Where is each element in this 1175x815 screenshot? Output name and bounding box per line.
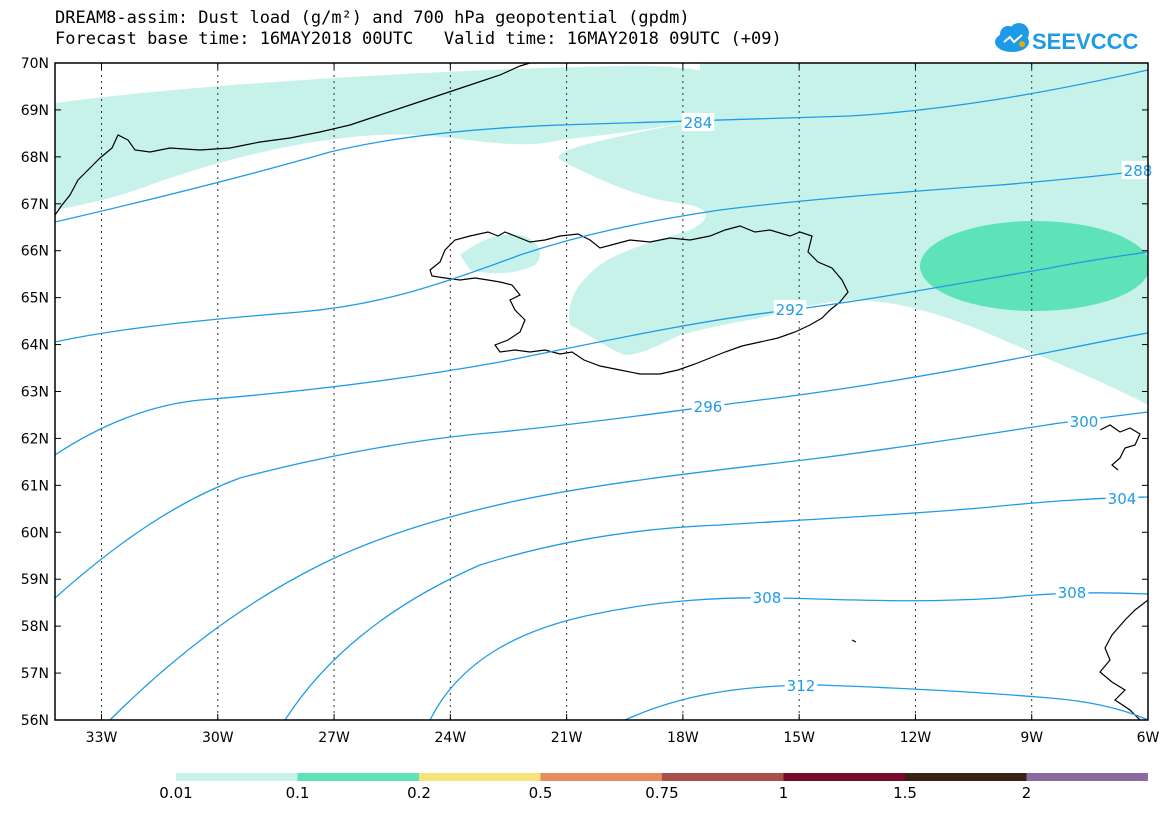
lat-label: 66N	[21, 244, 49, 260]
dust-region-light-main	[558, 63, 1148, 405]
contour-label: 312	[787, 677, 816, 695]
contour-label-bg	[1067, 412, 1101, 430]
colorbar-segment	[419, 773, 541, 781]
lon-label: 24W	[435, 730, 467, 746]
contour-312	[624, 684, 1148, 720]
colorbar-segment	[662, 773, 784, 781]
contour-300	[109, 411, 1148, 720]
coastlines	[55, 63, 1148, 720]
contour-labels: 284 288 292 296 300 304 308 308 312	[681, 113, 1155, 695]
shetland-coast	[1099, 424, 1141, 471]
colorbar-segment	[297, 773, 419, 781]
contour-308	[429, 592, 1148, 720]
lon-labels: 33W 30W 27W 24W 21W 18W 15W 12W 9W 6W	[86, 730, 1160, 746]
lat-label: 70N	[21, 56, 49, 72]
seevccc-logo: SEEVCCC	[995, 23, 1138, 54]
contour-label: 292	[776, 301, 805, 319]
lat-label: 69N	[21, 103, 49, 119]
lon-label: 27W	[318, 730, 350, 746]
contour-296	[55, 332, 1148, 599]
dust-fields	[55, 63, 1148, 405]
lat-label: 67N	[21, 197, 49, 213]
lat-label: 64N	[21, 338, 49, 354]
lat-label: 57N	[21, 666, 49, 682]
lon-label: 18W	[667, 730, 699, 746]
lon-label: 15W	[783, 730, 815, 746]
greenland-coast	[55, 63, 531, 216]
colorbar-label: 0.01	[159, 784, 193, 802]
contour-label: 304	[1108, 490, 1137, 508]
colorbar-segment	[905, 773, 1027, 781]
contour-label: 308	[1058, 584, 1087, 602]
lon-label: 33W	[86, 730, 118, 746]
colorbar-segment	[176, 773, 298, 781]
colorbar	[176, 773, 1148, 781]
contours	[55, 69, 1148, 720]
contour-label-bg	[681, 113, 715, 131]
contour-label: 308	[753, 589, 782, 607]
contour-284	[55, 69, 1148, 223]
faroe-coast	[851, 639, 857, 643]
contour-label: 284	[684, 114, 713, 132]
lat-label: 65N	[21, 291, 49, 307]
contour-label-bg	[784, 676, 818, 694]
cloud-icon	[995, 23, 1029, 52]
colorbar-label: 0.2	[407, 784, 431, 802]
lat-label: 56N	[21, 713, 49, 729]
colorbar-label: 1	[778, 784, 789, 802]
chart-title-line1: DREAM8-assim: Dust load (g/m²) and 700 h…	[55, 8, 690, 28]
lon-label: 6W	[1137, 730, 1160, 746]
contour-label: 296	[694, 398, 723, 416]
lat-label: 60N	[21, 525, 49, 541]
lat-label: 63N	[21, 385, 49, 401]
colorbar-label: 0.5	[528, 784, 553, 802]
lat-label: 58N	[21, 619, 49, 635]
colorbar-segment	[783, 773, 905, 781]
scotland-coast	[1099, 599, 1148, 720]
lat-label: 62N	[21, 431, 49, 447]
logo-text: SEEVCCC	[1032, 29, 1138, 54]
lon-label: 30W	[202, 730, 234, 746]
contour-304	[284, 496, 1148, 720]
dust-region-light-north	[55, 65, 744, 210]
contour-label-bg	[1055, 583, 1089, 601]
contour-label-bg	[750, 588, 784, 606]
axis-ticks	[55, 62, 1149, 721]
colorbar-label: 1.5	[893, 784, 917, 802]
contour-label-bg	[1105, 489, 1139, 507]
lon-label: 21W	[551, 730, 583, 746]
contour-292	[55, 251, 1148, 456]
chart-title-line2: Forecast base time: 16MAY2018 00UTC Vali…	[55, 29, 782, 49]
grid-lines	[101, 63, 1148, 720]
lat-label: 61N	[21, 478, 49, 494]
contour-label: 300	[1070, 413, 1099, 431]
lat-label: 59N	[21, 572, 49, 588]
colorbar-segment	[540, 773, 662, 781]
lat-label: 68N	[21, 150, 49, 166]
lon-label: 9W	[1020, 730, 1043, 746]
contour-label-bg	[1121, 161, 1155, 179]
iceland-coast	[429, 225, 849, 375]
lat-labels: 70N 69N 68N 67N 66N 65N 64N 63N 62N 61N 60N 59N 58N 5…	[21, 56, 49, 729]
colorbar-label: 2	[1021, 784, 1032, 802]
contour-label-bg	[773, 300, 807, 318]
colorbar-segment	[1026, 773, 1148, 781]
lon-label: 12W	[900, 730, 932, 746]
colorbar-label: 0.75	[645, 784, 679, 802]
contour-label: 288	[1124, 162, 1153, 180]
colorbar-label: 0.1	[285, 784, 310, 802]
contour-288	[55, 169, 1148, 343]
dust-region-medium	[920, 221, 1148, 311]
dust-region-light-west	[460, 234, 540, 274]
contour-label-bg	[691, 397, 725, 415]
